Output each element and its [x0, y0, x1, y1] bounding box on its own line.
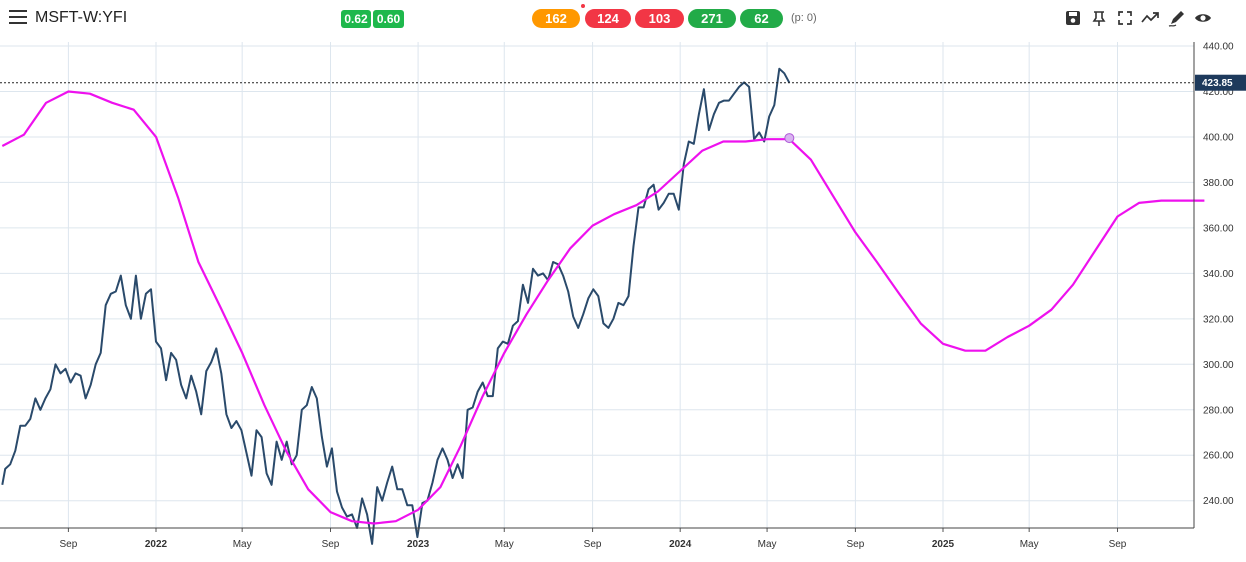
cycle-marker-dot[interactable]: [784, 133, 795, 144]
chart-grid: [0, 42, 1194, 528]
x-tick-label: Sep: [846, 539, 864, 550]
y-tick-label: 340.00: [1203, 269, 1234, 280]
fullscreen-icon[interactable]: [1116, 9, 1134, 27]
stat-pill-2[interactable]: 124: [585, 9, 631, 28]
x-tick-label: May: [758, 539, 777, 550]
trend-icon[interactable]: [1141, 9, 1159, 27]
y-tick-label: 420.00: [1203, 87, 1234, 98]
badge-2[interactable]: 0.60: [373, 10, 404, 28]
x-tick-label: 2022: [145, 539, 168, 550]
y-tick-label: 400.00: [1203, 132, 1234, 143]
chart-toolbar: MSFT-W:YFI 0.62 0.60 162 124 103 271 62 …: [0, 0, 1246, 36]
y-tick-label: 440.00: [1203, 42, 1234, 53]
x-tick-label: May: [233, 539, 252, 550]
badge-1[interactable]: 0.62: [341, 10, 371, 28]
x-tick-label: Sep: [1109, 539, 1127, 550]
y-tick-label: 320.00: [1203, 314, 1234, 325]
stat-pill-4[interactable]: 271: [688, 9, 736, 28]
symbol-label[interactable]: MSFT-W:YFI: [35, 9, 128, 26]
x-tick-label: May: [1020, 539, 1039, 550]
x-tick-label: Sep: [59, 539, 77, 550]
chart-series: [1, 67, 1205, 545]
alert-dot: [581, 4, 585, 8]
save-icon[interactable]: [1064, 9, 1082, 27]
y-tick-label: 260.00: [1203, 451, 1234, 462]
draw-icon[interactable]: [1168, 9, 1186, 27]
y-tick-label: 300.00: [1203, 360, 1234, 371]
y-tick-label: 380.00: [1203, 178, 1234, 189]
menu-icon[interactable]: [9, 10, 27, 26]
stat-pill-1[interactable]: 162: [532, 9, 580, 28]
pin-icon[interactable]: [1090, 9, 1108, 27]
eye-icon[interactable]: [1194, 9, 1212, 27]
stat-pill-5[interactable]: 62: [740, 9, 783, 28]
x-tick-label: May: [495, 539, 514, 550]
y-tick-label: 280.00: [1203, 405, 1234, 416]
stat-pill-3[interactable]: 103: [635, 9, 684, 28]
x-tick-label: 2023: [407, 539, 430, 550]
price-label-box: [1195, 74, 1246, 91]
y-tick-label: 240.00: [1203, 496, 1234, 507]
price-label: 423.85: [1202, 78, 1233, 89]
price-series-line: [1, 67, 791, 545]
x-tick-label: Sep: [584, 539, 602, 550]
x-tick-label: 2024: [669, 539, 692, 550]
x-tick-label: Sep: [322, 539, 340, 550]
y-tick-label: 360.00: [1203, 223, 1234, 234]
cycle-series-line: [1, 90, 1205, 525]
chart-axes: 440.00 420.00 400.00 380.00 360.00 340.00 320.…: [0, 42, 1246, 550]
x-tick-label: 2025: [932, 539, 955, 550]
p-status: (p: 0): [791, 12, 817, 24]
